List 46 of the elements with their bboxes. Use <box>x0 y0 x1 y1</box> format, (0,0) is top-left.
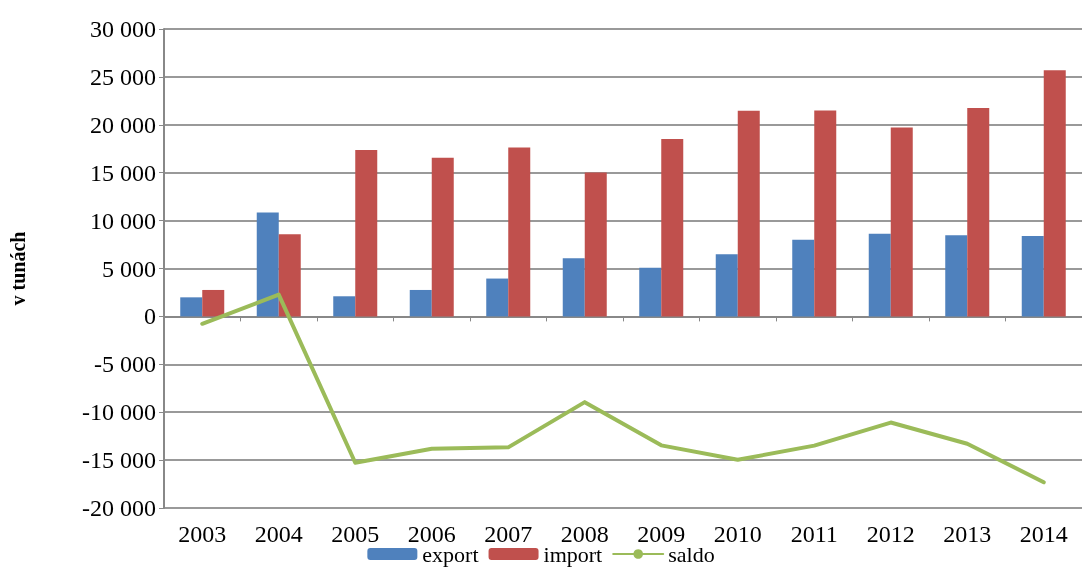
y-axis-title: v tunách <box>7 231 29 306</box>
y-tick-label: 20 000 <box>90 111 156 138</box>
bar <box>1021 236 1044 317</box>
bar <box>508 147 531 317</box>
bar <box>890 127 913 317</box>
y-tick-label: 15 000 <box>90 159 156 186</box>
bar <box>737 110 760 317</box>
bar <box>202 289 225 317</box>
y-tick-label: -5 000 <box>94 351 156 378</box>
y-tick-label: -10 000 <box>82 399 156 426</box>
x-tick-label: 2005 <box>331 521 380 547</box>
x-tick-label: 2004 <box>254 521 303 547</box>
bar <box>945 235 968 317</box>
y-tick-label: 5 000 <box>102 255 156 282</box>
x-tick-label: 2013 <box>943 521 992 547</box>
bar <box>814 110 837 317</box>
bar <box>639 267 662 317</box>
y-tick-label: -20 000 <box>82 495 156 521</box>
bar <box>256 212 279 317</box>
bar <box>333 296 356 317</box>
bar <box>486 278 509 317</box>
x-tick-label: 2010 <box>713 521 762 547</box>
y-tick-label: 0 <box>144 303 156 330</box>
x-tick-label: 2007 <box>484 521 533 547</box>
y-tick-label: 10 000 <box>90 207 156 234</box>
bar <box>661 138 684 317</box>
x-tick-label: 2012 <box>866 521 915 547</box>
y-tick-label: 25 000 <box>90 63 156 90</box>
y-tick-label: 30 000 <box>90 16 156 42</box>
bar <box>355 149 378 317</box>
bar <box>792 239 815 317</box>
bar <box>562 258 585 317</box>
x-tick-label: 2014 <box>1019 521 1068 547</box>
x-tick-label: 2011 <box>790 521 838 547</box>
y-tick-label: -15 000 <box>82 447 156 474</box>
bar <box>431 157 454 317</box>
bar <box>715 254 738 317</box>
bar <box>278 234 301 317</box>
bar <box>584 172 607 317</box>
bar <box>180 297 203 317</box>
line-series <box>200 292 1046 485</box>
bar <box>1043 70 1066 317</box>
x-tick-label: 2003 <box>178 521 227 547</box>
bar <box>409 289 432 317</box>
bar <box>868 233 891 317</box>
bar <box>967 108 990 317</box>
